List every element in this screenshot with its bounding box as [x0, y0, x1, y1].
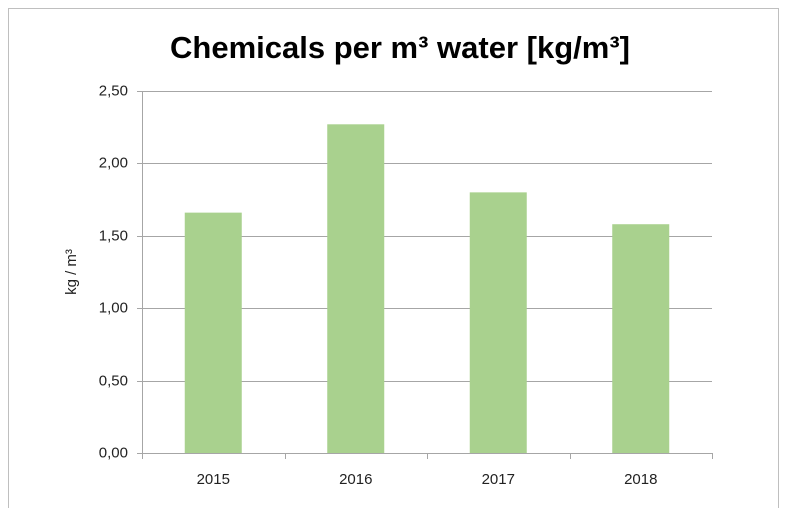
bar — [184, 212, 242, 453]
bar — [469, 192, 527, 454]
x-tick-label: 2016 — [339, 471, 372, 488]
y-tick-label: 1,50 — [99, 227, 128, 244]
chart-title: Chemicals per m³ water [kg/m³] — [170, 30, 630, 65]
y-tick-label: 1,00 — [99, 299, 128, 316]
y-tick-label: 0,50 — [99, 372, 128, 389]
y-tick-label: 2,00 — [99, 154, 128, 171]
y-tick-label: 2,50 — [99, 82, 128, 99]
y-tick-label: 0,00 — [99, 444, 128, 461]
bar — [612, 224, 670, 453]
y-axis-label: kg / m³ — [63, 249, 80, 295]
x-tick-label: 2015 — [197, 471, 230, 488]
bar — [327, 124, 385, 453]
x-tick-label: 2017 — [482, 471, 515, 488]
x-tick-label: 2018 — [624, 471, 657, 488]
